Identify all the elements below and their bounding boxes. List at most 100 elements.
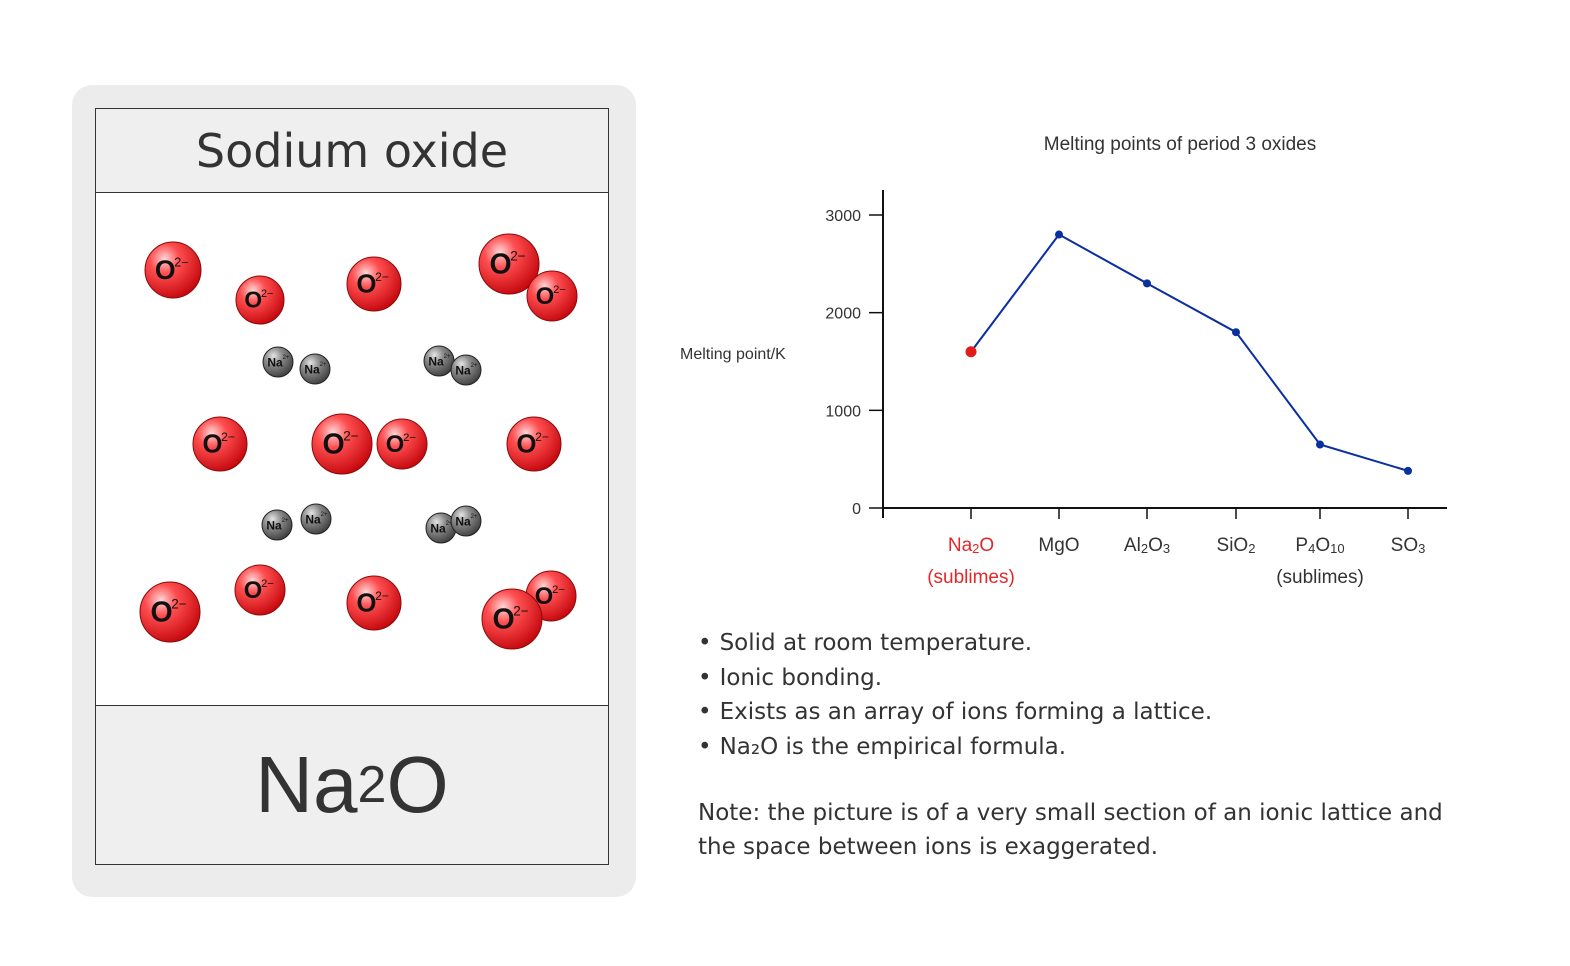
lattice-note: Note: the picture is of a very small sec… bbox=[698, 800, 1443, 860]
oxide-ion: O2− bbox=[346, 256, 402, 312]
melting-point-chart: 0 1000 2000 3000 bbox=[825, 190, 1447, 519]
oxide-ion: O2− bbox=[144, 241, 202, 299]
oxide-ion-label: O bbox=[202, 431, 222, 459]
oxide-ion-label: O bbox=[155, 255, 176, 285]
oxide-ion: O2− bbox=[192, 416, 248, 472]
formula-tail: O bbox=[386, 740, 449, 829]
y-tick-label: 3000 bbox=[825, 208, 861, 225]
sodium-ion-label: Na bbox=[428, 355, 444, 369]
sodium-ion-charge: 2+ bbox=[320, 362, 327, 368]
chart-title: Melting points of period 3 oxides bbox=[1043, 134, 1317, 155]
sodium-ion-charge: 2+ bbox=[471, 363, 478, 369]
oxide-ion-charge: 2− bbox=[375, 589, 389, 603]
x-tick-label: MgO bbox=[1038, 535, 1080, 556]
oxide-ion: O2− bbox=[478, 233, 540, 295]
sodium-ion-label: Na bbox=[430, 522, 446, 536]
oxide-ion: O2− bbox=[234, 564, 286, 616]
y-axis-label: Melting point/K bbox=[680, 346, 786, 363]
oxide-ion-label: O bbox=[151, 597, 173, 629]
sodium-ion: Na 2+ bbox=[450, 505, 482, 537]
oxide-ion-label: O bbox=[516, 431, 536, 459]
sodium-ion: Na 2+ bbox=[261, 509, 293, 541]
oxide-ion-charge: 2− bbox=[171, 596, 187, 611]
data-point bbox=[1143, 279, 1151, 288]
compound-frame: Sodium oxide O 2− O 2− O 2− O 2− O 2− O 2− O 2− O 2− O 2−… bbox=[95, 108, 609, 865]
x-tick-label: SO3 bbox=[1390, 535, 1426, 556]
y-tick-label: 1000 bbox=[825, 403, 861, 420]
oxide-ion: O2− bbox=[139, 581, 201, 643]
oxide-ion-label: O bbox=[386, 431, 404, 458]
y-tick-label: 0 bbox=[852, 501, 861, 518]
oxide-ion-charge: 2− bbox=[221, 430, 235, 444]
y-tick-label: 2000 bbox=[825, 306, 861, 323]
oxide-ion-charge: 2− bbox=[553, 284, 566, 296]
sodium-ion-label: Na bbox=[304, 363, 320, 377]
x-tick-label: P4O10 bbox=[1295, 535, 1345, 556]
oxide-ion: O2− bbox=[235, 275, 285, 325]
formula-main: Na bbox=[255, 740, 358, 829]
x-tick-label: Na2O bbox=[947, 535, 995, 556]
oxide-ion-label: O bbox=[244, 287, 262, 313]
data-point bbox=[1232, 328, 1240, 337]
data-point bbox=[1404, 466, 1412, 475]
compound-name: Sodium oxide bbox=[96, 109, 608, 193]
sodium-ion-label: Na bbox=[267, 356, 283, 370]
oxide-ion: O2− bbox=[311, 413, 373, 475]
sodium-ion-charge: 2+ bbox=[282, 518, 289, 524]
oxide-ion: O2− bbox=[346, 575, 402, 631]
x-category-note: (sublimes) bbox=[927, 567, 1015, 588]
oxide-ion-label: O bbox=[490, 249, 512, 281]
oxide-ion: O2− bbox=[481, 588, 543, 650]
oxide-ion-label: O bbox=[536, 283, 554, 310]
sodium-ion-label: Na bbox=[266, 519, 282, 533]
oxide-ion-label: O bbox=[323, 429, 345, 461]
property-list: Solid at room temperature.Ionic bonding.… bbox=[698, 626, 1213, 765]
sodium-ion-charge: 2+ bbox=[471, 514, 478, 520]
sodium-ion-label: Na bbox=[305, 513, 321, 527]
property-item: Na₂O is the empirical formula. bbox=[698, 730, 1212, 765]
data-point bbox=[1055, 230, 1063, 239]
oxide-ion-charge: 2− bbox=[535, 430, 549, 444]
oxide-ion-label: O bbox=[356, 590, 376, 618]
oxide-ion: O2− bbox=[526, 270, 578, 322]
oxide-ion-charge: 2− bbox=[375, 270, 389, 284]
sodium-ion: Na 2+ bbox=[425, 512, 457, 544]
oxide-ion-label: O bbox=[493, 604, 515, 636]
oxide-ion-label: O bbox=[535, 583, 553, 610]
data-point bbox=[965, 346, 977, 358]
oxide-ion: O2− bbox=[376, 418, 428, 470]
oxide-ion-charge: 2− bbox=[403, 432, 416, 444]
oxide-ion-charge: 2− bbox=[343, 428, 359, 443]
sodium-ion: Na 2+ bbox=[300, 503, 332, 535]
sodium-ion: Na 2+ bbox=[450, 354, 482, 386]
oxide-ion: O2− bbox=[506, 416, 562, 472]
sodium-ion-label: Na bbox=[455, 515, 471, 529]
sodium-ion-charge: 2+ bbox=[321, 512, 328, 518]
chemical-formula: Na 2 O bbox=[96, 705, 608, 864]
oxide-ion-label: O bbox=[244, 577, 262, 604]
oxide-ion-charge: 2− bbox=[513, 603, 529, 618]
oxide-ion-charge: 2− bbox=[552, 584, 565, 596]
oxide-ion-charge: 2− bbox=[510, 248, 526, 263]
sodium-ion-charge: 2+ bbox=[446, 521, 453, 527]
sodium-ion: Na 2+ bbox=[423, 345, 455, 377]
series-line-segment bbox=[970, 233, 1060, 353]
sodium-ion-charge: 2+ bbox=[283, 355, 290, 361]
data-point bbox=[1316, 440, 1324, 449]
oxide-ion-label: O bbox=[356, 271, 376, 299]
oxide-ion-charge: 2− bbox=[174, 256, 188, 270]
x-tick-label: Al2O3 bbox=[1123, 535, 1171, 556]
property-item: Exists as an array of ions forming a lat… bbox=[698, 695, 1213, 730]
series-line bbox=[1058, 233, 1409, 472]
x-category-note: (sublimes) bbox=[1276, 567, 1364, 588]
x-tick-label: SiO2 bbox=[1216, 535, 1256, 556]
formula-subscript: 2 bbox=[357, 756, 387, 814]
sodium-ion: Na 2+ bbox=[262, 346, 294, 378]
oxide-ion-charge: 2− bbox=[261, 288, 273, 300]
oxide-ion-charge: 2− bbox=[261, 578, 274, 590]
property-item: Ionic bonding. bbox=[698, 661, 1212, 696]
sodium-ion: Na 2+ bbox=[299, 353, 331, 385]
ion-lattice: O2−O2− O2− O2−O2−O2− O2− O2− O2−O2− O2−O2− O2−O… bbox=[139, 233, 578, 650]
sodium-ion-label: Na bbox=[455, 364, 471, 378]
property-item: Solid at room temperature. bbox=[698, 626, 1212, 661]
